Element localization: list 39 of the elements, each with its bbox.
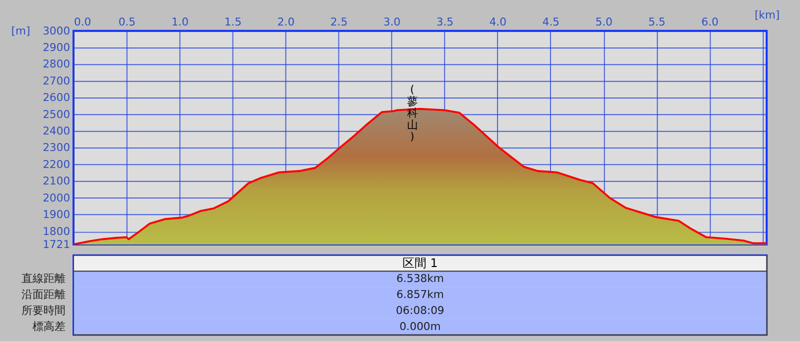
x-tick-label: 4.0	[489, 15, 507, 28]
text: 区間 1	[402, 256, 438, 270]
y-axis-title: [m]	[11, 24, 30, 38]
text: 沿面距離	[22, 288, 66, 301]
y-tick-label: 2300	[42, 141, 70, 154]
annotation: (蓼科山)	[406, 83, 418, 144]
y-tick-label: 2800	[42, 58, 70, 71]
text: 6.538km	[396, 272, 444, 286]
text: 0.000m	[399, 320, 441, 333]
y-tick-label: 1721	[42, 238, 70, 251]
text: 06:08:09	[396, 304, 444, 317]
y-tick-label: 3000	[42, 24, 70, 38]
x-tick-label: 0.0	[74, 15, 92, 28]
text: 所要時間	[22, 304, 66, 317]
x-axis-title: [km]	[754, 8, 780, 22]
y-tick-label: 2100	[42, 174, 70, 188]
y-tick-label: 2700	[42, 74, 70, 88]
x-tick-label: 4.5	[542, 15, 560, 28]
y-tick-label: 2200	[42, 158, 70, 171]
y-tick-label: 2000	[42, 191, 70, 204]
x-tick-label: 0.5	[118, 15, 136, 28]
x-tick-label: 1.5	[224, 15, 242, 28]
text: 6.857km	[396, 288, 444, 301]
text: 標高差	[32, 320, 66, 333]
y-tick-label: 2400	[42, 124, 70, 138]
x-tick-label: 6.0	[701, 15, 719, 28]
x-tick-label: 2.0	[277, 15, 295, 28]
x-tick-label: 5.0	[595, 15, 613, 28]
x-tick-label: 2.5	[330, 15, 348, 28]
y-tick-label: 2900	[42, 40, 70, 54]
x-tick-label: 3.5	[436, 15, 454, 28]
x-tick-label: 3.0	[383, 15, 401, 28]
x-tick-label: 1.0	[171, 15, 189, 28]
y-tick-label: 1900	[42, 208, 70, 222]
y-tick-label: 1800	[42, 224, 70, 238]
y-tick-label: 2600	[42, 91, 70, 104]
text: 直線距離	[22, 272, 66, 286]
x-tick-label: 5.5	[648, 15, 666, 28]
y-tick-label: 2500	[42, 108, 70, 121]
